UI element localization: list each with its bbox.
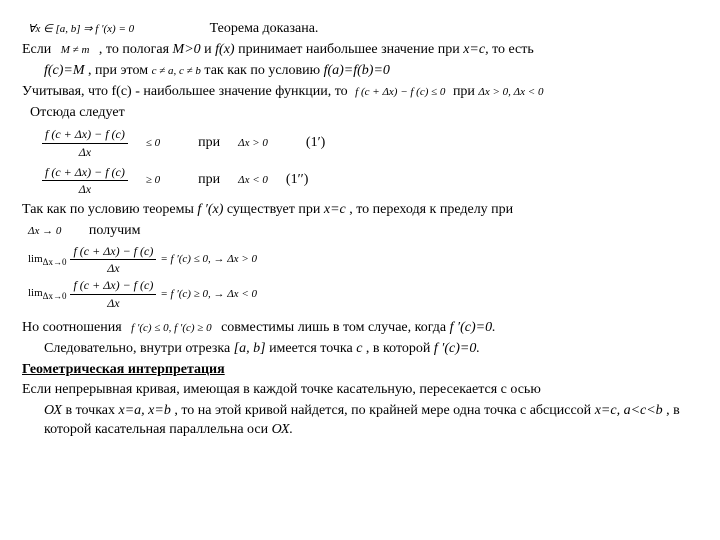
formula: Δx > 0, Δx < 0 bbox=[478, 86, 543, 98]
txt: х=а, х=b bbox=[119, 403, 171, 418]
txt: M>0 bbox=[173, 42, 201, 57]
txt: так как по условию bbox=[204, 63, 320, 78]
txt: f(a)=f(b)=0 bbox=[324, 63, 390, 78]
txt: при bbox=[453, 84, 475, 99]
txt: Учитывая, что f(c) - наибольшее значение… bbox=[22, 84, 348, 99]
txt: Отсюда следует bbox=[30, 105, 125, 120]
txt: , то пологая bbox=[99, 42, 169, 57]
txt: то есть bbox=[492, 42, 534, 57]
formula: f ′(c) ≤ 0, f ′(c) ≥ 0 bbox=[131, 322, 211, 334]
limit-row: limΔx→0 f (c + Δx) − f (c)Δx = f ′(c) ≥ … bbox=[28, 277, 698, 310]
formula: c ≠ a, c ≠ b bbox=[152, 65, 201, 77]
heading: Геометрическая интерпретация bbox=[22, 362, 225, 377]
txt: f ′(c)=0. bbox=[450, 320, 496, 335]
txt: , при этом bbox=[88, 63, 148, 78]
txt: получим bbox=[89, 223, 141, 238]
txt: и bbox=[204, 42, 212, 57]
txt: f(c)=M bbox=[44, 63, 85, 78]
txt: х=с bbox=[324, 202, 346, 217]
txt: f(x) bbox=[215, 42, 234, 57]
formula: Δx → 0 bbox=[28, 225, 61, 237]
txt: , то на этой кривой найдется, по крайней… bbox=[174, 403, 591, 418]
txt: с bbox=[356, 341, 362, 356]
txt: существует при bbox=[227, 202, 320, 217]
txt: х=с, a<c<b bbox=[595, 403, 663, 418]
limit-row: limΔx→0 f (c + Δx) − f (c)Δx = f ′(c) ≤ … bbox=[28, 243, 698, 276]
txt: , в которой bbox=[366, 341, 430, 356]
txt: [a, b] bbox=[234, 341, 266, 356]
txt: , то переходя к пределу при bbox=[349, 202, 513, 217]
txt: имеется точка bbox=[269, 341, 353, 356]
formula: M ≠ m bbox=[61, 44, 90, 56]
inequality-row: f (c + Δx) − f (c)Δx ≥ 0 при Δx < 0 (1′′… bbox=[42, 164, 698, 197]
formula: ∀x ∈ [a, b] ⇒ f ′(x) = 0 bbox=[28, 23, 134, 35]
formula: f (c + Δx) − f (c) ≤ 0 bbox=[355, 86, 445, 98]
txt: Но соотношения bbox=[22, 320, 122, 335]
txt: Если непрерывная кривая, имеющая в каждо… bbox=[22, 382, 541, 397]
txt: f ′(x) bbox=[197, 202, 223, 217]
inequality-row: f (c + Δx) − f (c)Δx ≤ 0 при Δx > 0 (1′) bbox=[42, 126, 698, 159]
txt: ОХ bbox=[44, 403, 62, 418]
txt: Так как по условию теоремы bbox=[22, 202, 194, 217]
txt: х=с, bbox=[463, 42, 488, 57]
txt: совместимы лишь в том случае, когда bbox=[221, 320, 446, 335]
txt: в точках bbox=[65, 403, 115, 418]
txt: принимает наибольшее значение при bbox=[238, 42, 460, 57]
txt: f ′(c)=0. bbox=[434, 341, 480, 356]
txt: Следовательно, внутри отрезка bbox=[44, 341, 230, 356]
txt: Если bbox=[22, 42, 51, 57]
txt: ОХ. bbox=[272, 422, 293, 437]
txt: Теорема доказана. bbox=[210, 21, 319, 36]
